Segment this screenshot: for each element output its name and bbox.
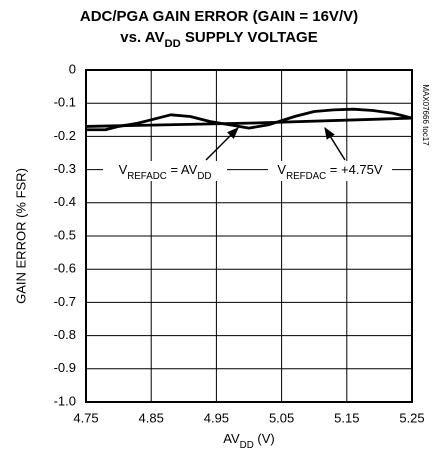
chart-title-part: ADC/PGA GAIN ERROR (GAIN = 16V/V) [80,8,358,25]
chart-title-part: vs. AV [120,29,164,46]
y-axis-label: GAIN ERROR (% FSR) [13,168,28,304]
annotation-part: V [277,162,286,177]
y-tick-label: -0.4 [54,194,76,209]
data-line [86,107,413,132]
y-tick-label: -1.0 [54,393,76,408]
annotation-arrow [324,126,346,161]
x-axis-label-part: DD [240,440,254,451]
y-tick-label: -0.1 [54,95,76,110]
chart-title-part: DD [164,38,180,50]
annotation-bg [103,161,227,181]
y-tick-label: -0.6 [54,261,76,276]
y-tick-label: -0.5 [54,227,76,242]
x-tick-label: 4.95 [204,410,229,425]
x-tick-label: 5.25 [399,410,424,425]
y-tick-label: -0.2 [54,128,76,143]
chart-title: ADC/PGA GAIN ERROR (GAIN = 16V/V) [80,8,358,25]
annotation-part: = AV [167,162,198,177]
side-note: MAX07666 toc17 [421,84,430,146]
data-line [85,116,413,128]
x-tick-label: 4.75 [73,410,98,425]
y-tick-label: -0.8 [54,327,76,342]
y-tick-label: 0 [69,61,76,76]
y-tick-label: -0.3 [54,161,76,176]
annotation-arrow [205,127,239,161]
annotation-part: REFDAC [286,171,326,182]
annotation: VREFADC = AVDD [119,162,212,182]
x-axis-label-part: AV [223,431,240,446]
x-axis-label: AVDD (V) [223,431,274,451]
chart-title: vs. AVDD SUPPLY VOLTAGE [120,29,317,50]
annotation: VREFDAC = +4.75V [277,162,382,182]
x-tick-label: 5.15 [334,410,359,425]
annotation-part: REFADC [127,171,167,182]
annotation-part: = +4.75V [326,162,383,177]
plot-frame [85,69,413,403]
x-tick-label: 5.05 [269,410,294,425]
annotation-part: V [119,162,128,177]
annotation-bg [268,161,392,181]
x-tick-label: 4.85 [139,410,164,425]
annotation-part: DD [197,171,211,182]
y-tick-label: -0.7 [54,294,76,309]
chart-title-part: SUPPLY VOLTAGE [181,29,318,46]
y-tick-label: -0.9 [54,360,76,375]
x-axis-label-part: (V) [254,431,275,446]
